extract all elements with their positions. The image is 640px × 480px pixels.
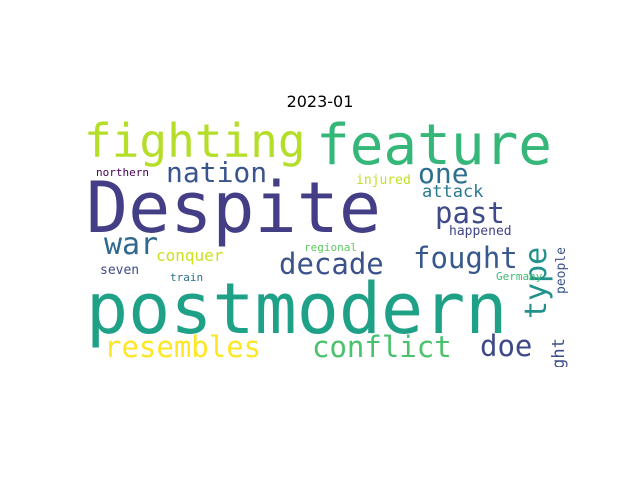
word-nation: nation (166, 156, 268, 189)
word-germany: Germany (496, 270, 543, 283)
word-cloud: Despite postmodern feature fighting nati… (80, 117, 580, 367)
word-injured: injured (356, 173, 411, 188)
word-resembles: resembles (104, 330, 262, 364)
word-outright: outright (549, 338, 569, 367)
word-fighting: fighting (84, 117, 306, 168)
word-northern: northern (96, 166, 149, 179)
word-people: people (554, 247, 569, 294)
word-train: train (170, 271, 204, 284)
word-regional: regional (304, 241, 357, 254)
word-past: past (435, 196, 505, 230)
word-conquer: conquer (156, 246, 224, 265)
word-attack: attack (422, 182, 484, 202)
word-conflict: conflict (312, 330, 452, 364)
word-happened: happened (449, 224, 512, 239)
word-one: one (418, 157, 469, 190)
word-decade: decade (279, 247, 384, 281)
word-doe: doe (480, 329, 533, 363)
word-despite: Despite (86, 167, 382, 249)
word-war: war (104, 227, 159, 262)
word-postmodern: postmodern (86, 268, 508, 350)
word-feature: feature (316, 117, 553, 178)
chart-title: 2023-01 (286, 92, 354, 111)
word-fought: fought (413, 241, 518, 275)
word-seven: seven (100, 263, 140, 278)
